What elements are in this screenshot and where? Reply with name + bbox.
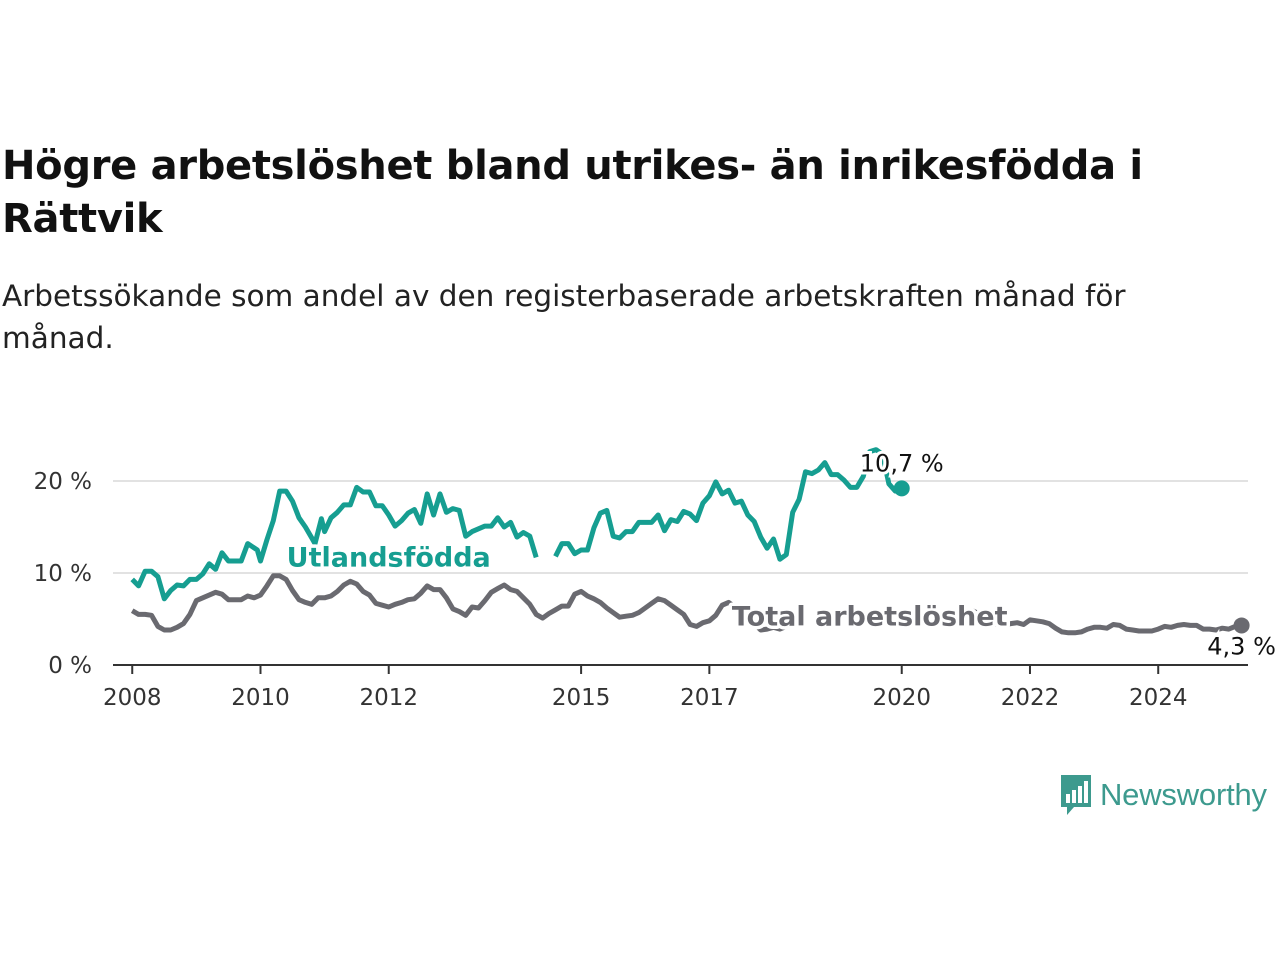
- series-line-total-arbetsl-shet: [925, 613, 948, 626]
- x-tick-label: 2024: [1129, 685, 1188, 711]
- end-value-label: 4,3 %: [1207, 632, 1276, 660]
- y-tick-label: 10 %: [34, 561, 92, 587]
- x-tick-label: 2022: [1001, 685, 1060, 711]
- x-axis: 2008 2010 2012 2015 2017 2020 2022 2024: [103, 664, 1248, 711]
- series-line-total-arbetsl-shet: [957, 608, 980, 619]
- line-chart: 0 % 10 % 20 % 2008 2010 2012 2015 2017 2020 2022…: [34, 446, 1279, 711]
- x-tick-label: 2015: [552, 685, 611, 711]
- series-line-utlandsf-dda: [553, 447, 903, 562]
- x-tick-label: 2012: [359, 685, 418, 711]
- series-label: Total arbetslöshet: [732, 601, 1008, 632]
- y-tick-label: 20 %: [34, 469, 92, 495]
- y-axis-ticks: 0 % 10 % 20 %: [34, 469, 92, 679]
- newsworthy-logo: Newsworthy: [1058, 772, 1267, 818]
- y-tick-label: 0 %: [48, 653, 92, 679]
- brand-name: Newsworthy: [1100, 777, 1267, 812]
- end-point-markers: 10,7 % 4,3 %: [857, 446, 1279, 663]
- end-point-marker: [893, 480, 910, 497]
- x-tick-label: 2008: [103, 685, 162, 711]
- series-lines: [130, 447, 1242, 636]
- x-tick-label: 2010: [231, 685, 290, 711]
- x-tick-label: 2020: [872, 685, 931, 711]
- x-tick-label: 2017: [680, 685, 739, 711]
- end-point-marker: [1233, 617, 1250, 634]
- series-line-total-arbetsl-shet: [991, 617, 1242, 636]
- chart-title: Högre arbetslöshet bland utrikes- än inr…: [2, 143, 1143, 242]
- series-line-total-arbetsl-shet: [130, 573, 801, 633]
- gridlines: [113, 480, 1248, 574]
- series-line-utlandsf-dda: [130, 484, 539, 602]
- newsworthy-logo-icon: [1061, 775, 1091, 815]
- chart-subtitle: Arbetssökande som andel av den registerb…: [2, 279, 1126, 355]
- series-label: Utlandsfödda: [287, 543, 491, 574]
- series-labels: Utlandsfödda Total arbetslöshet: [283, 539, 1011, 636]
- end-value-label: 10,7 %: [860, 449, 944, 477]
